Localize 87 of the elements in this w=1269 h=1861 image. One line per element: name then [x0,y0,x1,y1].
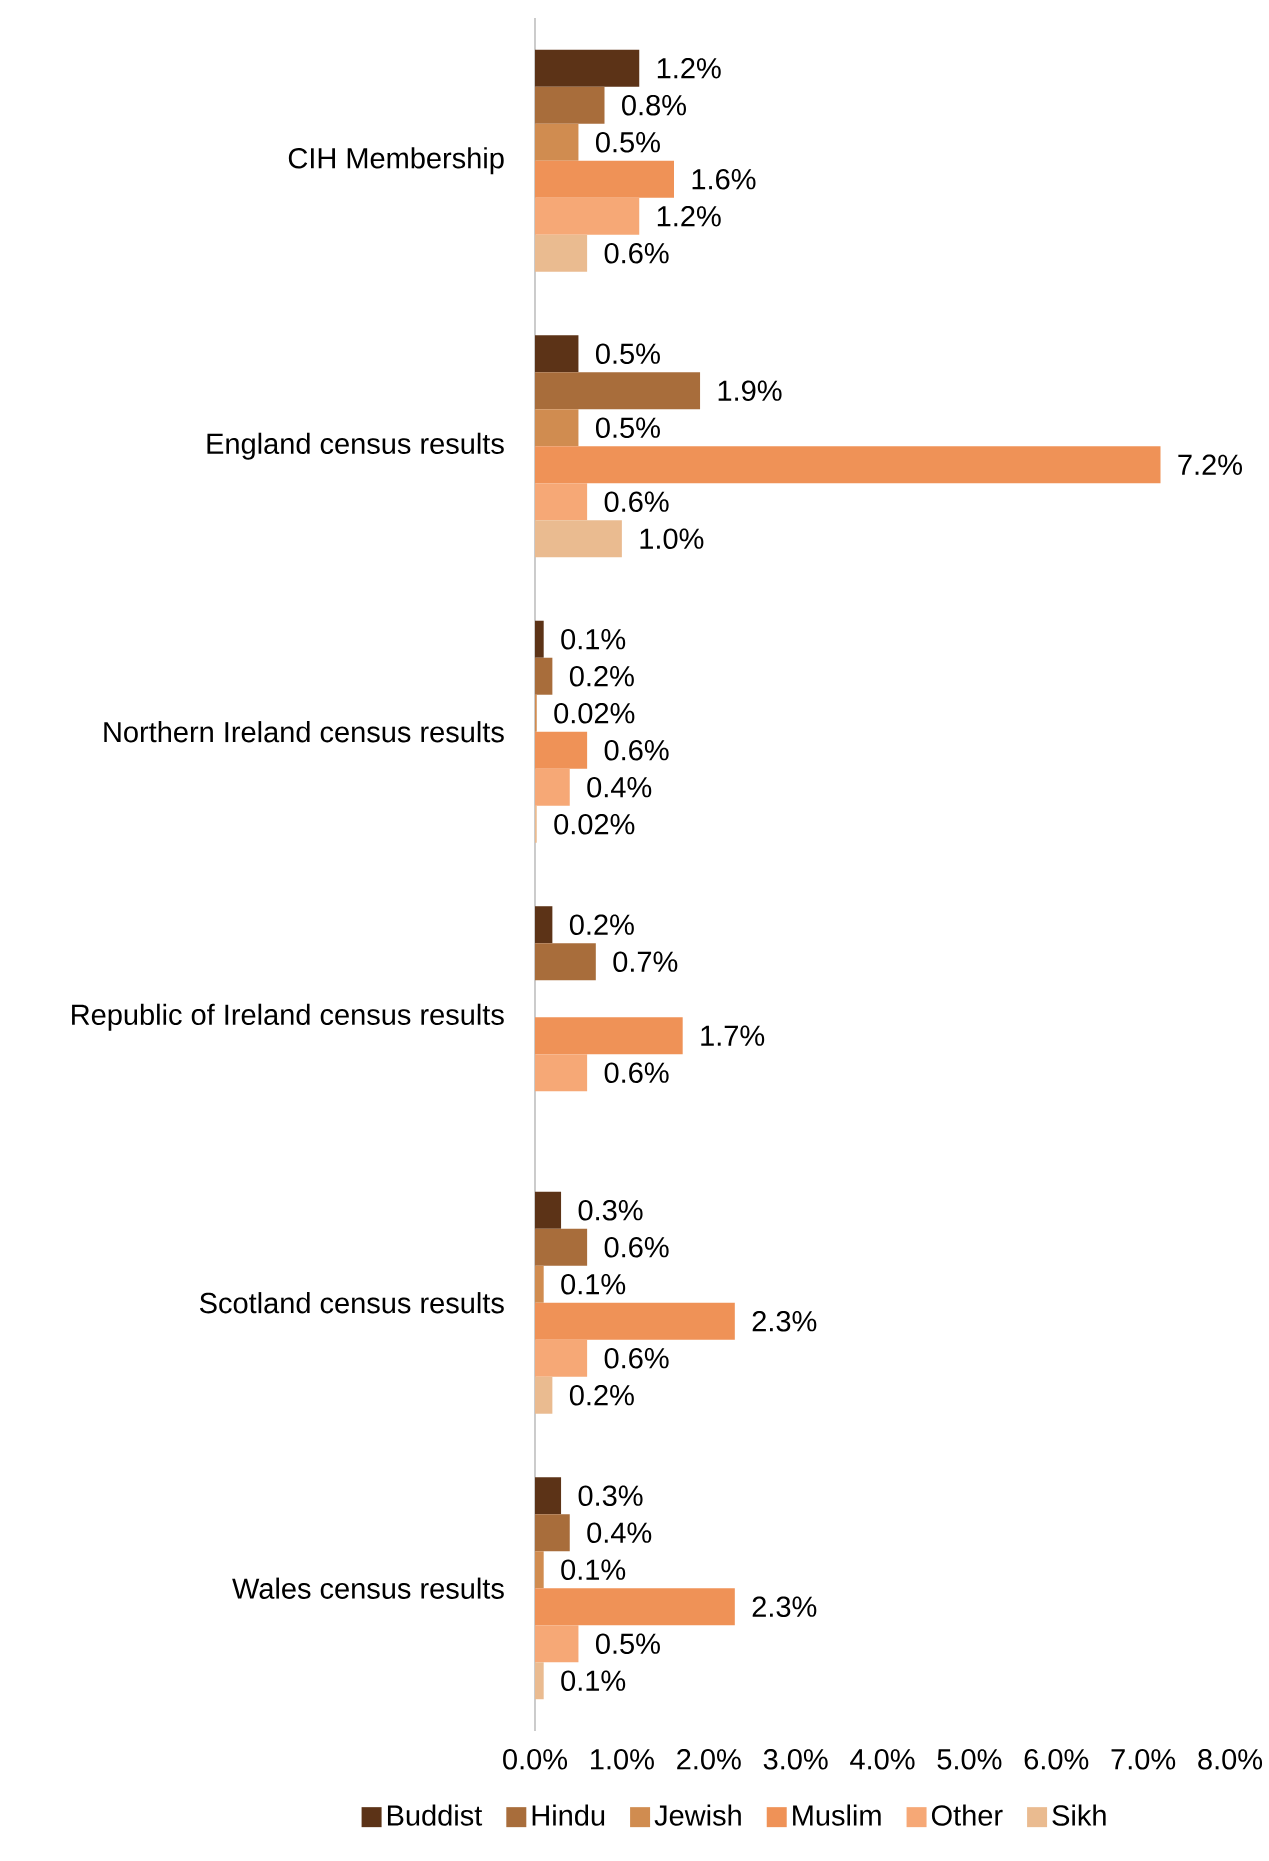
legend-label: Sikh [1052,1804,1106,1826]
bar [535,446,1161,484]
bar [535,1376,553,1414]
data-label: 0.1% [561,628,626,650]
bar [535,409,579,447]
data-label: 0.1% [561,1670,626,1691]
data-label: 0.4% [587,776,652,798]
bar [535,1588,735,1626]
data-label: 0.2% [569,914,634,935]
data-label: 0.7% [613,951,678,972]
bar [535,657,553,695]
y-tick-label: Republic of Ireland census results [72,1003,504,1031]
y-tick-label: Northern Ireland census results [104,721,504,743]
bar [535,160,674,198]
bar [535,906,553,944]
bar [535,1228,588,1266]
data-label: 0.6% [604,1062,669,1083]
legend-label: Jewish [654,1804,741,1826]
bar [535,1514,570,1552]
data-label: 2.3% [752,1596,817,1617]
data-label: 1.9% [718,380,782,401]
bar [535,1302,735,1340]
bar [535,1477,562,1515]
bar [535,1551,544,1589]
bar [535,520,622,558]
legend-label: Buddist [387,1804,483,1826]
bar [535,335,579,373]
data-label: 1.6% [692,168,756,190]
data-label: 7.2% [1178,454,1242,475]
bar [535,86,605,124]
data-label: 0.4% [587,1522,652,1543]
data-label: 1.2% [657,58,721,79]
bar [535,731,588,769]
bar [535,768,570,806]
bar [535,1265,544,1303]
bar [535,49,640,87]
x-tick-label: 0.0% [503,1749,568,1770]
x-tick-label: 6.0% [1024,1749,1089,1770]
data-label: 1.2% [657,206,721,227]
data-label: 0.6% [604,242,669,264]
bar [535,234,588,272]
bar [535,372,701,410]
data-label: 0.1% [561,1559,626,1580]
data-label: 0.2% [569,1384,634,1406]
bar [535,1054,588,1092]
bar [535,197,640,235]
bar [535,1625,579,1663]
data-label: 2.3% [752,1310,817,1332]
y-tick-label: England census results [207,432,504,460]
y-tick-label: CIH Membership [288,147,504,175]
y-tick-label: Scotland census results [199,1292,504,1314]
bar [535,620,544,658]
data-label: 0.6% [604,1236,669,1258]
data-label: 1.0% [640,528,704,549]
legend-label: Muslim [793,1804,881,1826]
data-label: 0.3% [578,1199,643,1221]
bar [535,1339,588,1377]
x-tick-label: 1.0% [591,1749,654,1770]
data-label: 0.5% [595,1633,660,1654]
legend-label: Hindu [532,1804,605,1826]
x-tick-label: 2.0% [677,1749,741,1770]
x-tick-label: 4.0% [850,1749,915,1770]
data-label: 0.3% [578,1485,643,1506]
bar [535,943,596,981]
x-tick-label: 7.0% [1111,1749,1176,1770]
x-tick-label: 5.0% [937,1749,1002,1770]
bar [535,1191,562,1229]
data-label: 0.5% [595,343,660,364]
data-label: 0.5% [595,417,660,438]
data-label: 0.8% [622,94,686,116]
bar [535,1017,683,1055]
data-label: 0.1% [561,1273,626,1295]
data-label: 0.6% [604,491,669,512]
bar [535,1662,544,1700]
data-label: 1.7% [701,1025,765,1046]
y-tick-label: Wales census results [232,1577,504,1599]
data-label: 0.6% [604,1347,669,1369]
legend-label: Other [931,1804,1003,1826]
data-label: 0.2% [569,665,634,687]
data-label: 0.02% [554,813,635,835]
data-label: 0.02% [554,702,635,724]
data-label: 0.5% [595,131,660,153]
data-label: 0.6% [604,739,669,761]
x-tick-label: 8.0% [1198,1749,1263,1770]
x-tick-label: 3.0% [763,1749,828,1770]
bar [535,483,588,521]
bar [535,123,579,161]
